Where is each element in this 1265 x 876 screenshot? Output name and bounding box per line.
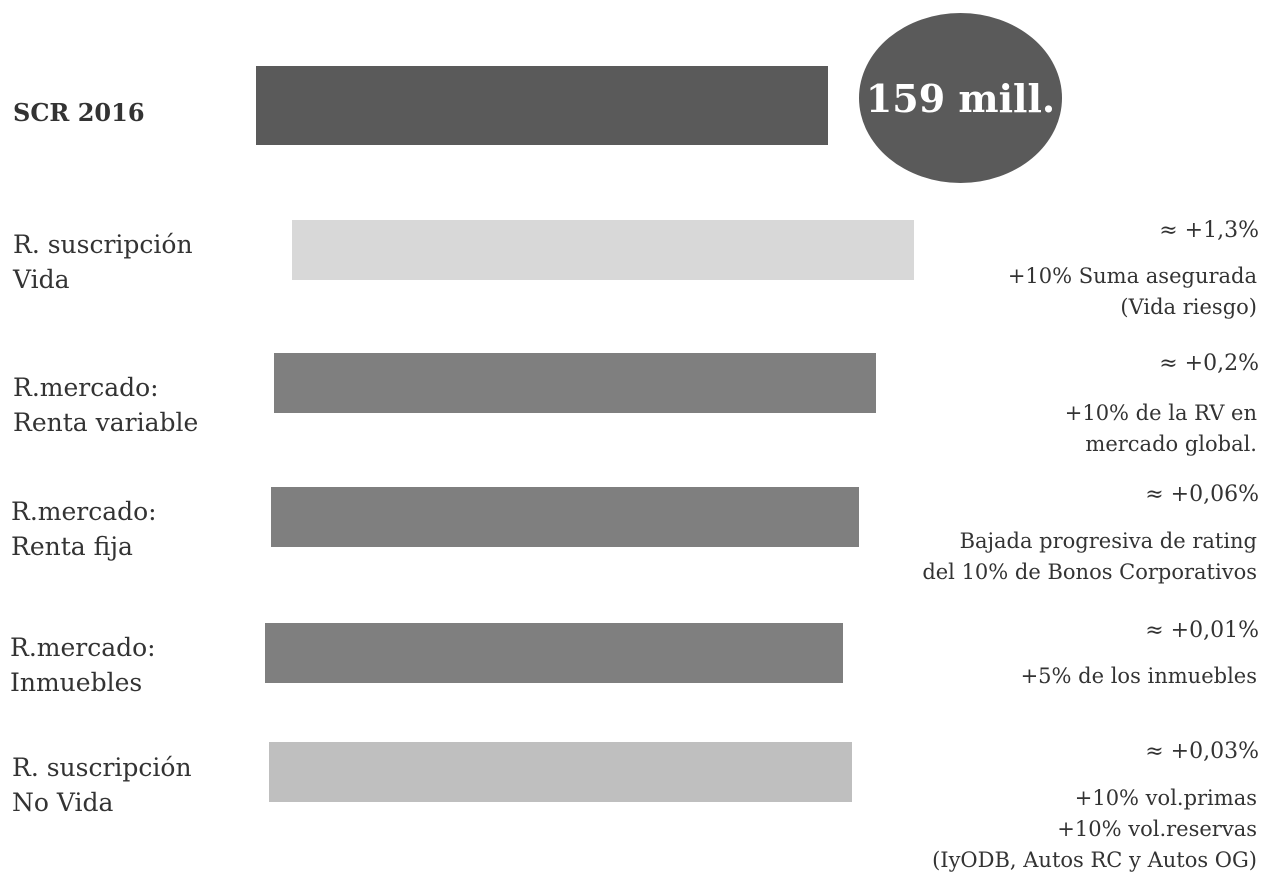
change-label-renta-fija: ≈ +0,06%	[1145, 482, 1259, 507]
bar-suscripcion-vida	[292, 220, 914, 280]
category-label-scr-2016: SCR 2016	[13, 98, 145, 127]
note-inmuebles: +5% de los inmuebles	[1020, 664, 1257, 688]
note-renta-fija: Bajada progresiva de rating del 10% de B…	[922, 529, 1257, 584]
change-label-suscripcion-vida: ≈ +1,3%	[1159, 218, 1259, 243]
note-renta-variable: +10% de la RV en mercado global.	[1064, 401, 1257, 456]
bar-renta-fija	[271, 487, 859, 547]
change-label-renta-variable: ≈ +0,2%	[1159, 351, 1259, 376]
note-suscripcion-vida: +10% Suma asegurada (Vida riesgo)	[1007, 264, 1257, 319]
total-badge: 159 mill.	[859, 13, 1062, 183]
note-suscripcion-no-vida: +10% vol.primas +10% vol.reservas (IyODB…	[932, 786, 1257, 872]
bar-renta-variable	[274, 353, 876, 413]
bar-inmuebles	[265, 623, 843, 683]
bar-scr-2016	[256, 66, 828, 145]
category-label-renta-fija: R.mercado: Renta fija	[11, 497, 157, 561]
category-label-suscripcion-no-vida: R. suscripción No Vida	[12, 753, 192, 817]
category-label-suscripcion-vida: R. suscripción Vida	[13, 230, 193, 294]
category-label-renta-variable: R.mercado: Renta variable	[13, 373, 199, 437]
category-label-inmuebles: R.mercado: Inmuebles	[10, 633, 156, 697]
change-label-suscripcion-no-vida: ≈ +0,03%	[1145, 739, 1259, 764]
change-label-inmuebles: ≈ +0,01%	[1145, 618, 1259, 643]
bar-suscripcion-no-vida	[269, 742, 852, 802]
